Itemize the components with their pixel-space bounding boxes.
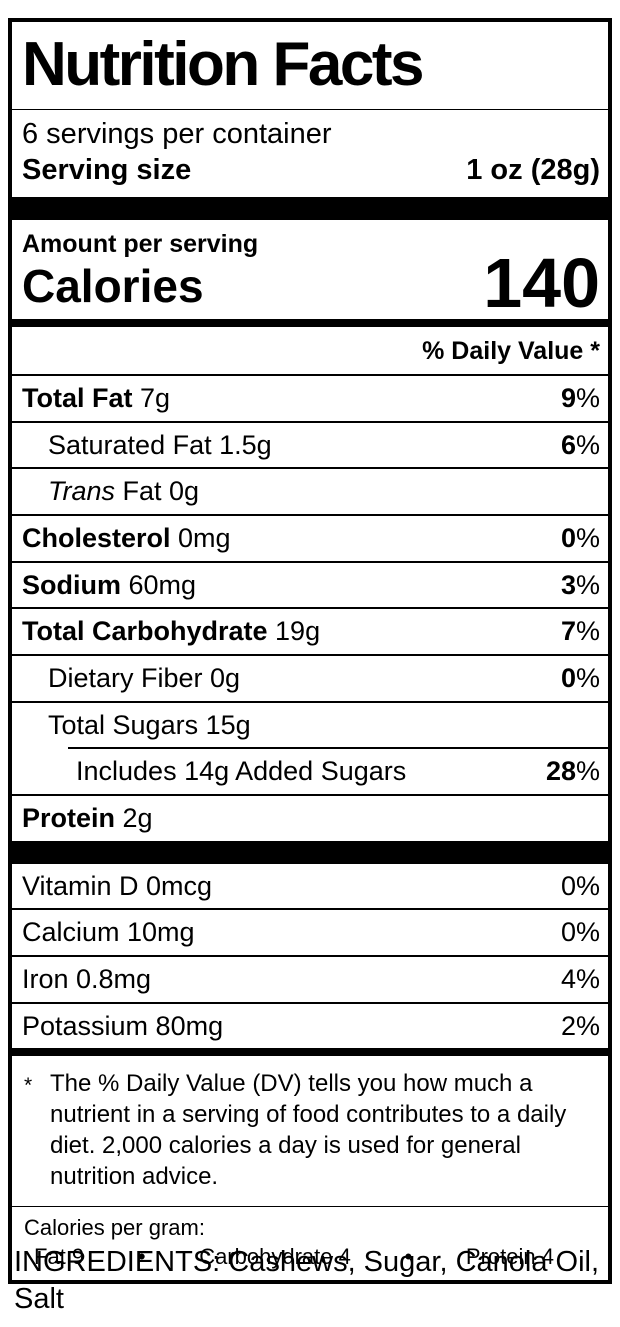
serving-size-label: Serving size bbox=[22, 154, 192, 187]
nutrient-row-protein: Protein 2g bbox=[22, 803, 153, 834]
cpg-bullet: • bbox=[404, 1244, 413, 1270]
calories-per-gram-values: Fat 9 • Carbohydrate 4 • Protein 4 bbox=[24, 1241, 600, 1270]
nutrient-row-total-carbohydrate: Total Carbohydrate 19g 7% bbox=[12, 609, 608, 656]
calories-per-gram-label: Calories per gram: bbox=[24, 1215, 205, 1241]
sugars-sub-rule bbox=[68, 747, 608, 750]
calories-row: Calories 140 bbox=[12, 244, 608, 323]
footnote-asterisk: * bbox=[24, 1074, 33, 1098]
cpg-protein: Protein 4 bbox=[465, 1244, 554, 1270]
amount-per-serving-label: Amount per serving bbox=[22, 230, 259, 259]
nutrient-row-total-fat: Total Fat 7g 9% bbox=[12, 376, 608, 423]
servings-per-container: 6 servings per container bbox=[22, 118, 332, 151]
ingredients-text: INGREDIENTS: Cashews, Sugar, Canola Oil,… bbox=[14, 1246, 600, 1315]
nutrient-row-dietary-fiber: Dietary Fiber 0g 0% bbox=[12, 656, 608, 703]
micro-row-potassium: Potassium 80mg 2% bbox=[22, 1010, 600, 1041]
serving-size-value: 1 oz (28g) bbox=[466, 154, 600, 187]
nutrient-row-saturated-fat: Saturated Fat 1.5g 6% bbox=[12, 423, 608, 470]
medium-separator-bar bbox=[12, 1048, 608, 1057]
thick-separator-bar bbox=[12, 840, 608, 864]
micro-row-iron: Iron 0.8mg 4% bbox=[12, 957, 608, 1004]
nutrient-row-added-sugars: Includes 14g Added Sugars 28% bbox=[12, 749, 608, 797]
nutrient-row-total-sugars: Total Sugars 15g bbox=[48, 709, 251, 740]
micro-row-vitamin-d: Vitamin D 0mcg 0% bbox=[12, 864, 608, 911]
calories-per-gram-section: Calories per gram: Fat 9 • Carbohydrate … bbox=[12, 1206, 608, 1280]
medium-separator-bar bbox=[12, 318, 608, 327]
serving-size-row: Serving size 1 oz (28g) bbox=[12, 151, 608, 197]
daily-value-header: % Daily Value * bbox=[12, 327, 608, 376]
label-title: Nutrition Facts bbox=[12, 22, 608, 111]
cpg-fat: Fat 9 bbox=[34, 1244, 85, 1270]
calories-value: 140 bbox=[483, 244, 600, 323]
micro-row-calcium: Calcium 10mg 0% bbox=[12, 910, 608, 958]
nutrient-row-sodium: Sodium 60mg 3% bbox=[12, 563, 608, 610]
cpg-bullet: • bbox=[137, 1244, 146, 1270]
cpg-carbohydrate: Carbohydrate 4 bbox=[199, 1244, 351, 1270]
thick-separator-bar bbox=[12, 197, 608, 221]
nutrient-row-cholesterol: Cholesterol 0mg 0% bbox=[12, 516, 608, 563]
daily-value-footnote: * The % Daily Value (DV) tells you how m… bbox=[12, 1056, 608, 1206]
calories-label: Calories bbox=[22, 259, 204, 312]
nutrition-facts-label: Nutrition Facts 6 servings per container… bbox=[8, 18, 612, 1285]
nutrient-row-trans-fat: Trans Fat 0g bbox=[12, 469, 608, 516]
footnote-text: The % Daily Value (DV) tells you how muc… bbox=[50, 1070, 567, 1191]
